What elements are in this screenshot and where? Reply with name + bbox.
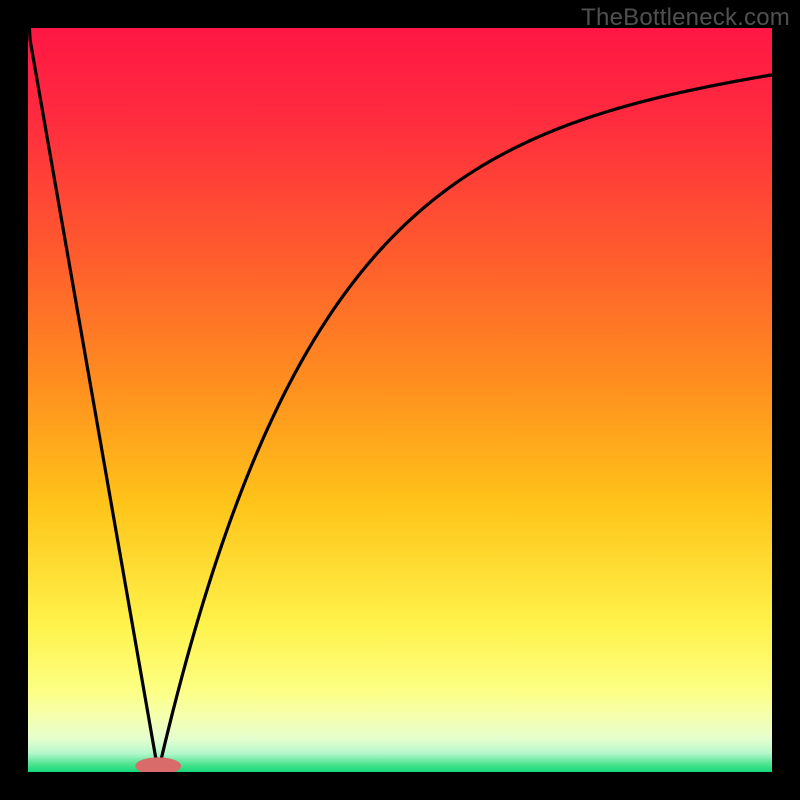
chart-container: TheBottleneck.com bbox=[0, 0, 800, 800]
watermark-text: TheBottleneck.com bbox=[581, 4, 790, 32]
bottleneck-chart bbox=[0, 0, 800, 800]
minimum-marker bbox=[136, 758, 181, 774]
